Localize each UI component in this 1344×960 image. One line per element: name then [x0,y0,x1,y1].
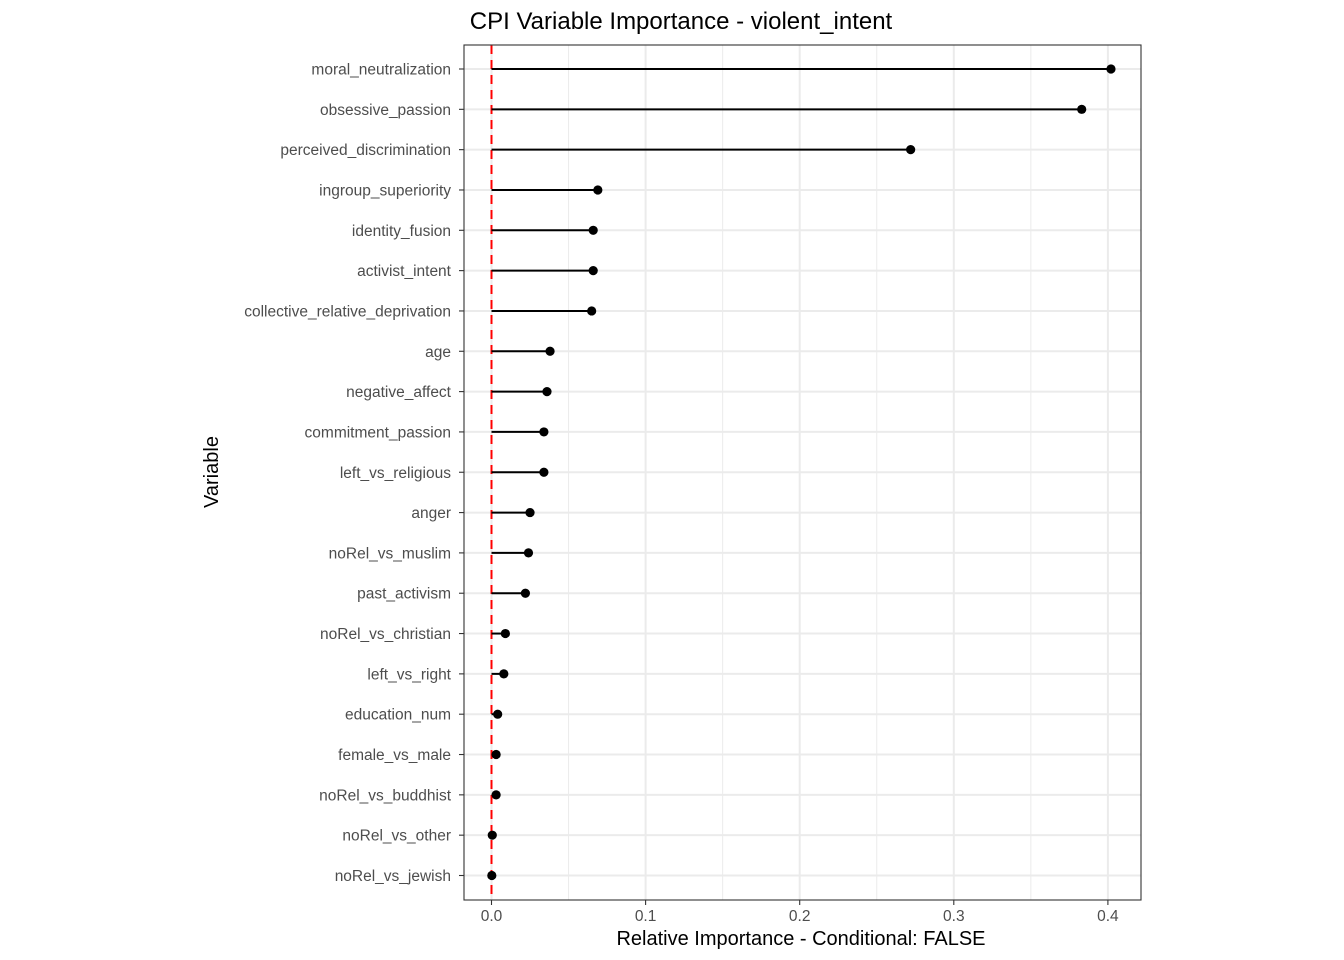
y-tick-label: noRel_vs_muslim [329,545,451,562]
x-tick-label: 0.0 [481,908,503,925]
lollipop-point [588,266,598,276]
lollipop-point [539,467,549,477]
lollipop-point [539,427,549,437]
y-tick-label: past_activism [357,586,451,603]
y-tick-label: education_num [345,707,451,724]
y-tick-label: perceived_discrimination [280,142,451,159]
lollipop-point [588,225,598,235]
lollipop-point [487,870,497,881]
lollipop-point [523,548,534,558]
lollipop-point [520,588,531,598]
lollipop-point [500,628,510,639]
lollipop-point [545,346,555,356]
x-tick-label: 0.1 [635,908,657,925]
y-tick-label: identity_fusion [352,223,451,240]
y-tick-label: female_vs_male [338,747,451,764]
x-tick-label: 0.3 [943,908,965,925]
y-tick-label: left_vs_right [367,666,451,683]
lollipop-point [1106,64,1116,74]
lollipop-point [499,669,509,679]
x-axis: 0.0 0.1 0.2 0.3 0.4 [481,900,1119,925]
y-tick-label: age [425,344,451,361]
y-tick-label: noRel_vs_buddhist [319,787,452,804]
lollipop-point [542,387,552,397]
y-tick-label: moral_neutralization [311,62,451,79]
y-tick-label: noRel_vs_jewish [335,868,451,885]
y-axis-title: Variable [201,436,223,508]
grid [464,45,1141,900]
y-tick-label: noRel_vs_other [342,828,451,845]
y-tick-label: ingroup_superiority [319,182,451,199]
lollipop-marks [487,64,1116,881]
chart-title: CPI Variable Importance - violent_intent [470,8,893,35]
y-tick-label: obsessive_passion [320,102,451,119]
x-axis-title: Relative Importance - Conditional: FALSE [616,928,985,950]
lollipop-point [487,830,497,840]
y-tick-label: left_vs_religious [340,465,451,482]
y-tick-label: noRel_vs_christian [320,626,451,643]
x-tick-label: 0.2 [789,908,811,925]
y-tick-label: commitment_passion [305,424,451,441]
x-tick-label: 0.4 [1097,908,1119,925]
lollipop-point [587,306,597,316]
y-tick-label: activist_intent [357,263,452,280]
lollipop-point [491,790,501,800]
lollipop-point [1077,104,1087,114]
lollipop-point [525,507,535,518]
lollipop-point [493,709,503,719]
lollipop-point [491,749,501,760]
y-tick-label: negative_affect [346,384,452,401]
y-axis: moral_neutralization obsessive_passionper… [244,62,464,885]
y-tick-label: collective_relative_deprivation [244,303,451,320]
lollipop-point [593,185,603,195]
lollipop-point [906,145,916,155]
y-tick-label: anger [411,505,451,522]
